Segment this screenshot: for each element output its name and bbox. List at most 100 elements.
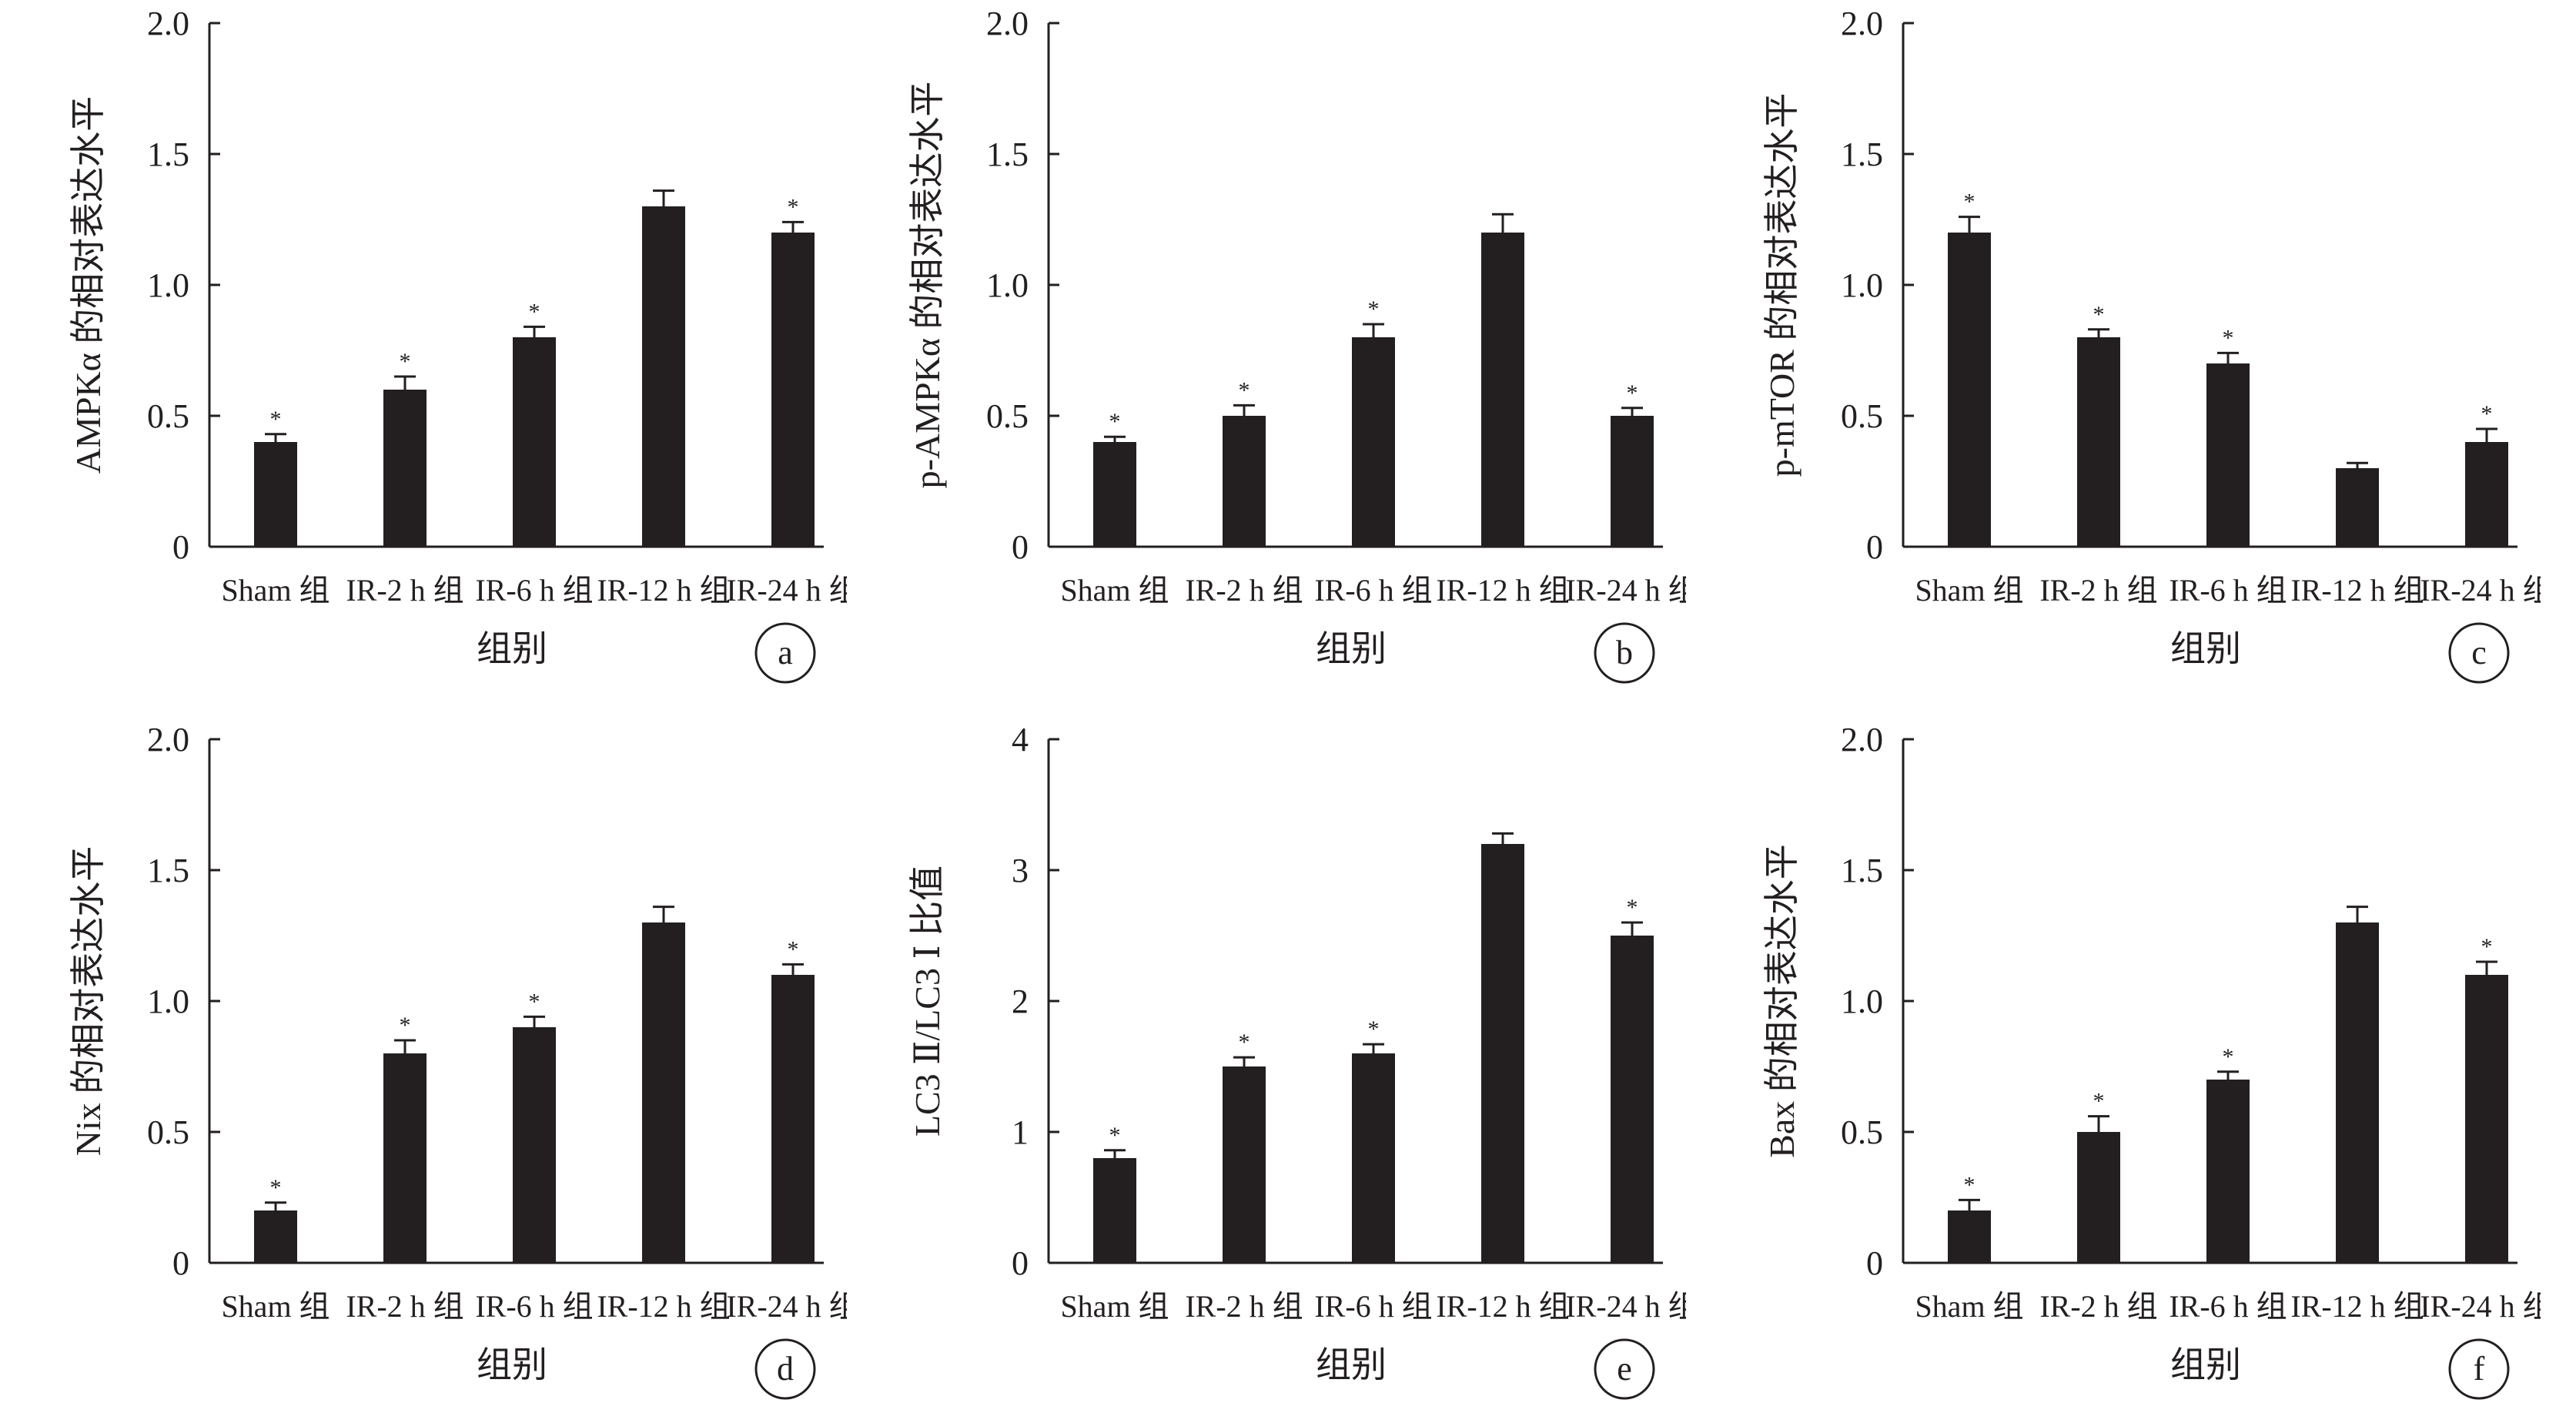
- significance-marker: *: [2223, 1044, 2234, 1070]
- significance-marker: *: [2223, 325, 2234, 350]
- category-label: Sham 组: [1060, 1289, 1169, 1324]
- x-axis-title: 组别: [1316, 629, 1387, 668]
- category-label: IR-24 h 组: [2420, 1289, 2541, 1324]
- y-axis-title: p-AMPKα 的相对表达水平: [908, 82, 947, 489]
- y-tick-label: 0: [1012, 1244, 1029, 1282]
- panel-letter: c: [2471, 634, 2487, 671]
- bar: [254, 442, 297, 547]
- category-label: Sham 组: [1915, 1289, 2023, 1324]
- significance-marker: *: [788, 936, 799, 962]
- y-axis-title: Bax 的相对表达水平: [1762, 844, 1802, 1158]
- significance-marker: *: [400, 1013, 411, 1038]
- x-axis-title: 组别: [1316, 1345, 1387, 1385]
- category-label: IR-24 h 组: [726, 573, 847, 608]
- panel-letter-circle: [2448, 622, 2510, 684]
- y-tick-label: 0: [172, 528, 189, 566]
- y-tick-label: 1.0: [1841, 266, 1883, 304]
- bar: [1352, 337, 1395, 547]
- category-label: IR-24 h 组: [1565, 1289, 1686, 1324]
- significance-marker: *: [2481, 934, 2493, 959]
- chart-panel-b: 0 0.5 1.0 1.5 2.0 p-AMPKα 的相对表达水平 * Sham 组 * IR-2…: [839, 0, 1699, 693]
- bar: [1481, 233, 1524, 547]
- bar: [383, 390, 427, 547]
- category-label: IR-2 h 组: [346, 1289, 463, 1324]
- category-label: IR-2 h 组: [1185, 1289, 1303, 1324]
- significance-marker: *: [1109, 409, 1121, 434]
- y-tick-label: 0: [1012, 528, 1029, 566]
- category-label: IR-6 h 组: [2169, 1289, 2287, 1324]
- bar: [642, 206, 685, 547]
- category-label: IR-12 h 组: [2290, 573, 2424, 608]
- y-tick-label: 1.0: [986, 266, 1029, 304]
- x-axis-title: 组别: [477, 629, 547, 668]
- y-tick-label: 1.5: [1841, 136, 1883, 173]
- bar: [771, 975, 815, 1263]
- y-tick-label: 2.0: [147, 721, 189, 758]
- chart-svg-e: 0 1 2 3 4 LC3 Ⅱ/LC3 Ⅰ 比值 * Sham 组 * IR-2 h 组 * IR-6…: [908, 721, 1699, 1400]
- bar: [2465, 975, 2508, 1263]
- y-tick-label: 1.5: [1841, 852, 1883, 889]
- category-label: IR-6 h 组: [1314, 1289, 1432, 1324]
- category-label: IR-12 h 组: [1436, 573, 1569, 608]
- bar: [1223, 1066, 1266, 1263]
- chart-svg-b: 0 0.5 1.0 1.5 2.0 p-AMPKα 的相对表达水平 * Sham 组 * IR-2…: [908, 5, 1699, 684]
- bar: [1093, 1158, 1136, 1263]
- y-tick-label: 2: [1012, 983, 1029, 1020]
- significance-marker: *: [1964, 1172, 1975, 1197]
- category-label: Sham 组: [221, 573, 330, 608]
- bar: [1223, 416, 1266, 547]
- y-tick-label: 1.0: [147, 266, 189, 304]
- significance-marker: *: [1368, 1016, 1380, 1042]
- y-axis-title: p-mTOR 的相对表达水平: [1762, 93, 1802, 477]
- bar: [2336, 468, 2379, 547]
- significance-marker: *: [1239, 1030, 1250, 1055]
- bar: [2206, 363, 2250, 547]
- panel-letter-circle: [1594, 622, 1655, 684]
- significance-marker: *: [2481, 401, 2493, 427]
- significance-marker: *: [529, 299, 540, 324]
- panel-letter: f: [2474, 1350, 2485, 1388]
- y-tick-label: 1.0: [147, 983, 189, 1020]
- y-tick-label: 0.5: [147, 1113, 189, 1151]
- bar: [1611, 936, 1654, 1263]
- bar: [513, 1027, 556, 1263]
- chart-svg-f: 0 0.5 1.0 1.5 2.0 Bax 的相对表达水平 * Sham 组 * IR-2 h 组…: [1762, 721, 2554, 1400]
- y-tick-label: 0.5: [1841, 397, 1883, 435]
- y-tick-label: 1.5: [147, 136, 189, 173]
- y-tick-label: 4: [1012, 721, 1029, 758]
- significance-marker: *: [1627, 895, 1638, 920]
- y-tick-label: 2.0: [147, 5, 189, 42]
- bar: [2206, 1080, 2250, 1263]
- bar: [642, 922, 685, 1263]
- category-label: IR-12 h 组: [597, 573, 730, 608]
- category-label: IR-2 h 组: [1185, 573, 1303, 608]
- y-tick-label: 0.5: [147, 397, 189, 435]
- chart-panel-e: 0 1 2 3 4 LC3 Ⅱ/LC3 Ⅰ 比值 * Sham 组 * IR-2 h 组 * IR-6…: [839, 716, 1699, 1409]
- category-label: IR-6 h 组: [1314, 573, 1432, 608]
- category-label: IR-12 h 组: [597, 1289, 730, 1324]
- significance-marker: *: [529, 989, 540, 1014]
- chart-panel-f: 0 0.5 1.0 1.5 2.0 Bax 的相对表达水平 * Sham 组 * IR-2 h 组…: [1694, 716, 2554, 1409]
- chart-svg-a: 0 0.5 1.0 1.5 2.0 AMPKα 的相对表达水平 * Sham 组 * IR-2 h…: [69, 5, 860, 684]
- significance-marker: *: [270, 407, 282, 432]
- y-tick-label: 2.0: [986, 5, 1029, 42]
- y-axis-title: Nix 的相对表达水平: [69, 846, 108, 1157]
- panel-letter: b: [1616, 634, 1633, 671]
- bar: [1481, 844, 1524, 1263]
- y-tick-label: 1.5: [147, 852, 189, 889]
- bar: [254, 1210, 297, 1263]
- category-label: IR-24 h 组: [1565, 573, 1686, 608]
- significance-marker: *: [400, 349, 411, 374]
- bar: [2465, 442, 2508, 547]
- x-axis-title: 组别: [2170, 1345, 2241, 1385]
- significance-marker: *: [2093, 1089, 2105, 1114]
- y-tick-label: 2.0: [1841, 721, 1883, 758]
- significance-marker: *: [1964, 189, 1975, 215]
- bar: [1948, 233, 1991, 547]
- category-label: IR-24 h 组: [726, 1289, 847, 1324]
- y-tick-label: 1.5: [986, 136, 1029, 173]
- category-label: IR-6 h 组: [2169, 573, 2287, 608]
- bar: [1093, 442, 1136, 547]
- category-label: IR-2 h 组: [2039, 573, 2157, 608]
